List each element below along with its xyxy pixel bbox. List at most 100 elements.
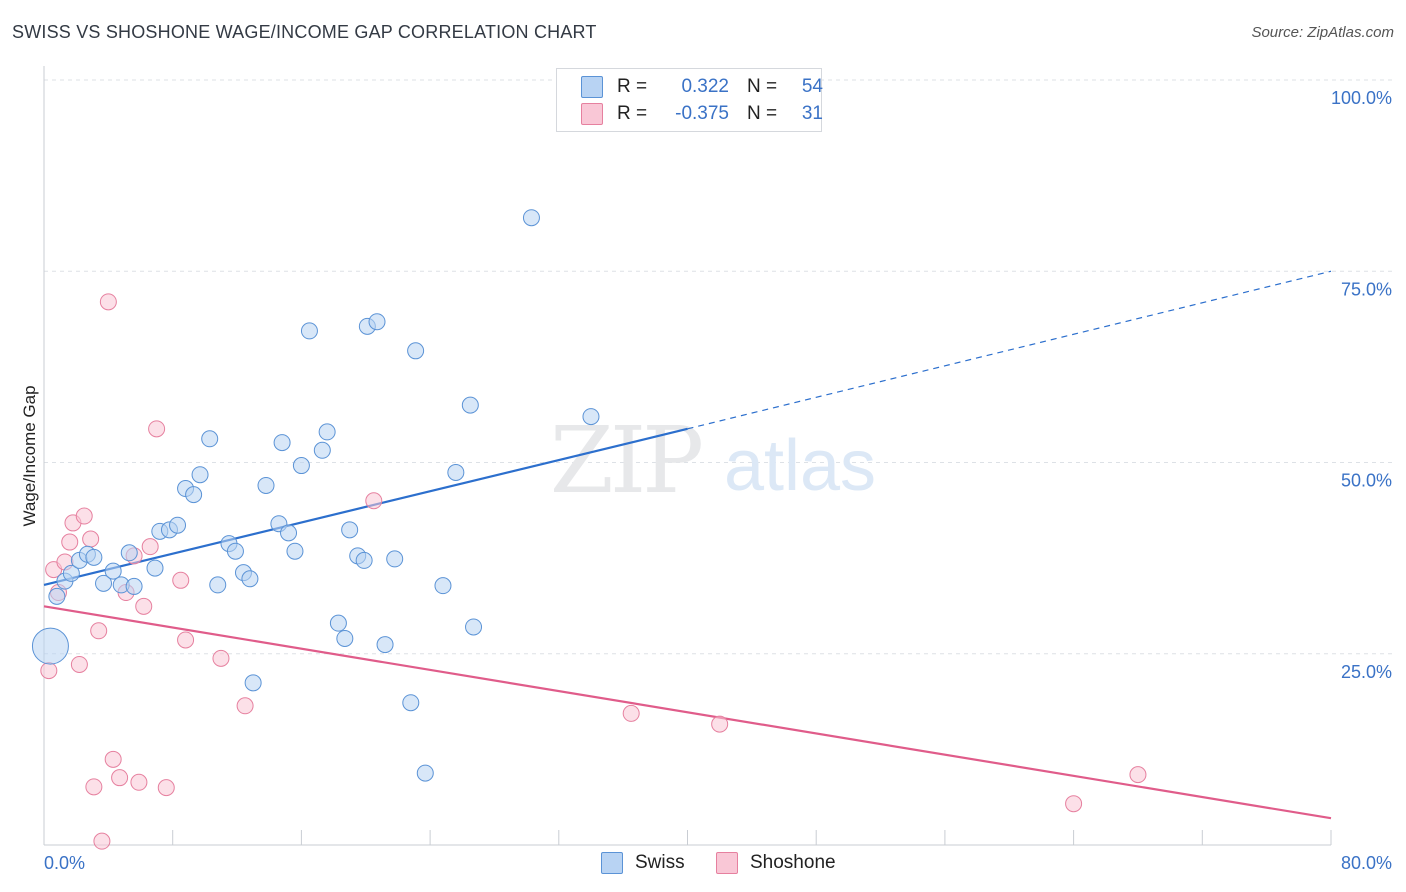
swiss-point [209, 576, 227, 594]
swiss-point [226, 542, 244, 560]
legend-item-shoshone[interactable]: Shoshone [716, 852, 836, 874]
swiss-legend-swatch [601, 852, 623, 874]
swiss-point [85, 548, 103, 566]
y-tick-label: 100.0% [1331, 88, 1392, 108]
tick-labels: 25.0% 50.0% 75.0% 100.0% 0.0% 80.0% [44, 88, 1392, 873]
shoshone-point [711, 715, 729, 733]
swiss-point [447, 463, 465, 481]
shoshone-point [75, 507, 93, 525]
chart-title: SWISS VS SHOSHONE WAGE/INCOME GAP CORREL… [12, 22, 597, 42]
swiss-point [368, 313, 386, 331]
shoshone-point [70, 655, 88, 673]
shoshone-point [177, 631, 195, 649]
shoshone-point [148, 420, 166, 438]
swiss-point [257, 476, 275, 494]
shoshone-point [141, 538, 159, 556]
shoshone-n-label: N = [747, 103, 778, 124]
series-legend: Swiss Shoshone [0, 852, 1406, 878]
y-tick-label: 50.0% [1341, 471, 1392, 491]
shoshone-swatch [581, 103, 603, 125]
shoshone-point [104, 750, 122, 768]
swiss-point [376, 636, 394, 654]
x-tick-label: 0.0% [44, 853, 85, 873]
shoshone-n-value: 31 [801, 103, 823, 124]
swiss-point [95, 574, 113, 592]
swiss-point [300, 322, 318, 340]
y-tick-label: 25.0% [1341, 662, 1392, 682]
x-tick-label: 80.0% [1341, 853, 1392, 873]
swiss-point [582, 408, 600, 426]
swiss-point [120, 544, 138, 562]
shoshone-point [1065, 795, 1083, 813]
swiss-point [280, 524, 298, 542]
swiss-point [125, 577, 143, 595]
shoshone-point [61, 533, 79, 551]
watermark-zip: ZIP [550, 407, 701, 514]
data-points [31, 209, 1147, 850]
swiss-n-label: N = [747, 76, 778, 97]
swiss-point [336, 629, 354, 647]
shoshone-legend-label: Shoshone [750, 852, 836, 873]
shoshone-point [85, 778, 103, 796]
swiss-point [273, 434, 291, 452]
swiss-point [185, 486, 203, 504]
swiss-point [191, 466, 209, 484]
swiss-point [318, 423, 336, 441]
swiss-point [104, 562, 122, 580]
shoshone-point [93, 832, 111, 850]
swiss-point [146, 559, 164, 577]
swiss-point [169, 516, 187, 534]
shoshone-r-value: -0.375 [675, 103, 729, 124]
trend-lines [43, 270, 1332, 820]
swiss-point [244, 674, 262, 692]
swiss-point [48, 587, 66, 605]
swiss-point [386, 550, 404, 568]
swiss-point [31, 627, 69, 665]
y-tick-label: 75.0% [1341, 279, 1392, 299]
shoshone-point [212, 649, 230, 667]
swiss-trend-extension [687, 270, 1332, 430]
shoshone-r-label: R = [617, 103, 648, 124]
shoshone-point [111, 769, 129, 787]
swiss-point [434, 577, 452, 595]
source-label: Source: ZipAtlas.com [1251, 24, 1394, 41]
shoshone-point [90, 622, 108, 640]
shoshone-point [40, 662, 58, 680]
swiss-point [62, 564, 80, 582]
shoshone-trend-line [43, 605, 1332, 820]
shoshone-point [365, 492, 383, 510]
axes [43, 66, 1332, 846]
swiss-point [329, 614, 347, 632]
shoshone-point [82, 530, 100, 548]
shoshone-point [172, 571, 190, 589]
swiss-n-value: 54 [801, 76, 823, 97]
swiss-point [461, 396, 479, 414]
swiss-point [355, 551, 373, 569]
shoshone-point [622, 704, 640, 722]
legend-row-swiss: R = 0.322 N = 54 [581, 75, 823, 99]
swiss-point [201, 430, 219, 448]
swiss-point [341, 521, 359, 539]
shoshone-point [236, 697, 254, 715]
swiss-point [402, 694, 420, 712]
swiss-point [286, 542, 304, 560]
watermark: ZIP atlas [550, 407, 876, 514]
swiss-legend-label: Swiss [635, 852, 685, 873]
legend-item-swiss[interactable]: Swiss [601, 852, 685, 874]
swiss-point [522, 209, 540, 227]
swiss-point [407, 342, 425, 360]
legend-row-shoshone: R = -0.375 N = 31 [581, 102, 823, 126]
swiss-r-value: 0.322 [681, 76, 729, 97]
shoshone-point [130, 773, 148, 791]
swiss-trend-line [43, 427, 688, 586]
swiss-point [292, 457, 310, 475]
shoshone-legend-swatch [716, 852, 738, 874]
shoshone-point [1129, 766, 1147, 784]
shoshone-point [99, 293, 117, 311]
swiss-point [416, 764, 434, 782]
watermark-atlas: atlas [724, 426, 876, 506]
correlation-legend: R = 0.322 N = 54 R = -0.375 N = 31 [556, 68, 823, 132]
swiss-swatch [581, 76, 603, 98]
swiss-point [313, 441, 331, 459]
